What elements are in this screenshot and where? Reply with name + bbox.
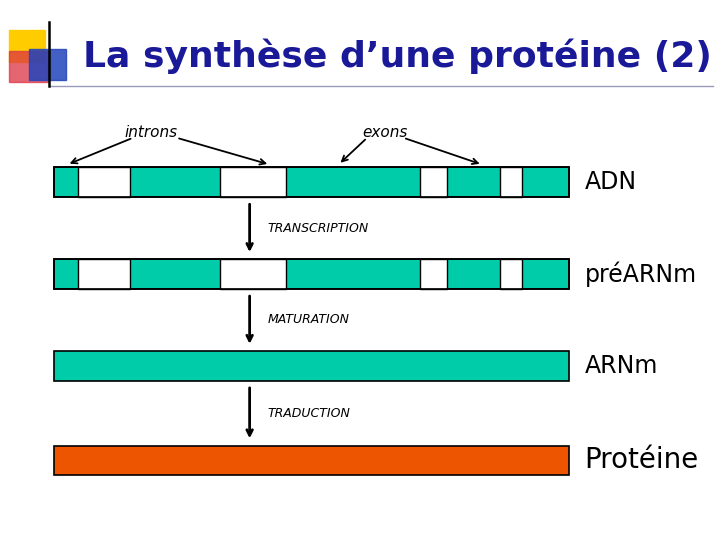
- Text: Protéine: Protéine: [585, 447, 699, 474]
- Bar: [78, 167, 130, 197]
- Bar: [420, 167, 447, 197]
- Bar: [54, 351, 569, 381]
- Text: exons: exons: [362, 125, 408, 140]
- Bar: [220, 167, 286, 197]
- Bar: [220, 167, 286, 197]
- Bar: [220, 259, 286, 289]
- Bar: [54, 259, 569, 289]
- Bar: [500, 167, 522, 197]
- Bar: [78, 259, 130, 289]
- Bar: [78, 259, 130, 289]
- Text: ARNm: ARNm: [585, 354, 658, 378]
- Text: TRADUCTION: TRADUCTION: [268, 407, 351, 420]
- Text: La synthèse d’une protéine (2): La synthèse d’une protéine (2): [83, 39, 711, 75]
- Bar: [29, 49, 66, 80]
- Text: préARNm: préARNm: [585, 261, 697, 287]
- Text: ADN: ADN: [585, 170, 636, 194]
- Text: introns: introns: [125, 125, 178, 140]
- Bar: [500, 259, 522, 289]
- Bar: [420, 167, 447, 197]
- Bar: [220, 259, 286, 289]
- Bar: [54, 446, 569, 475]
- Bar: [54, 167, 569, 197]
- Bar: [9, 51, 48, 82]
- Bar: [500, 167, 522, 197]
- Bar: [54, 167, 569, 197]
- Bar: [500, 259, 522, 289]
- Text: TRANSCRIPTION: TRANSCRIPTION: [268, 221, 369, 235]
- Bar: [54, 259, 569, 289]
- Bar: [420, 259, 447, 289]
- Bar: [9, 30, 45, 62]
- Bar: [78, 167, 130, 197]
- Text: MATURATION: MATURATION: [268, 313, 350, 327]
- Bar: [420, 259, 447, 289]
